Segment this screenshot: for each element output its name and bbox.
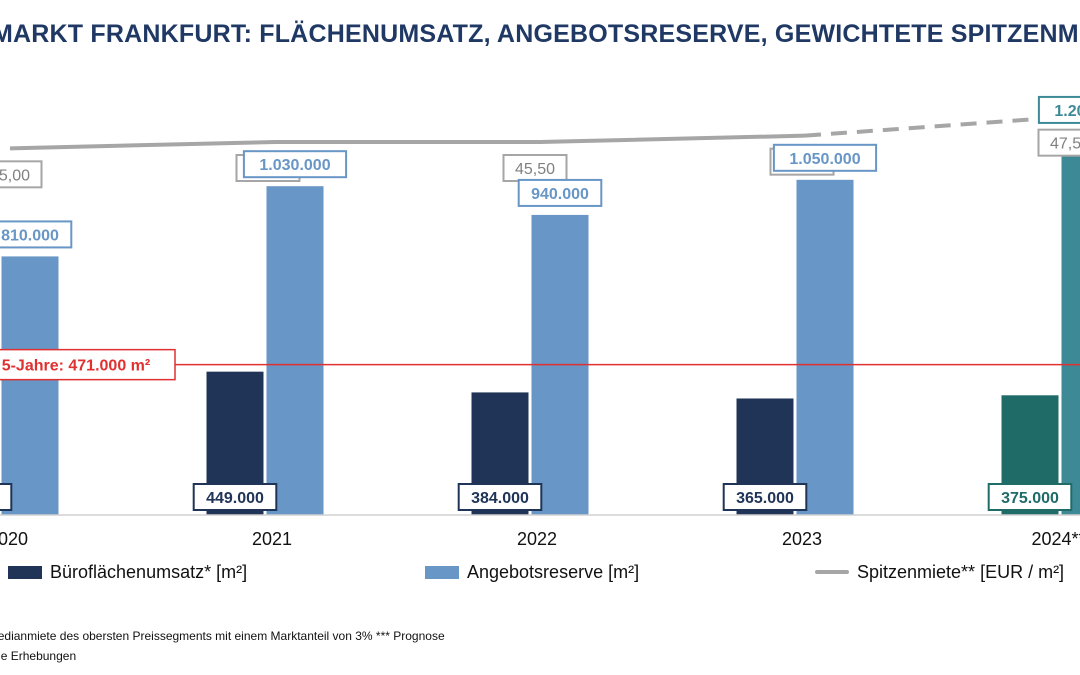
rent-line-solid	[9, 133, 806, 151]
x-tick-2021: 2021	[252, 529, 292, 549]
reserve-label-2021-box	[242, 150, 348, 179]
umsatz-label-2021-box	[192, 483, 278, 511]
bar-angebotsreserve-2023	[796, 179, 854, 516]
reserve-label-2023-box	[772, 143, 878, 172]
rent-label-2024: 47,50	[1050, 136, 1080, 153]
reserve-label-2024-box	[1037, 95, 1080, 124]
umsatz-label-2021: 449.000	[206, 490, 264, 507]
legend-line-spitzenmiete	[815, 570, 849, 574]
reserve-label-2022: 940.000	[531, 186, 589, 203]
umsatz-label-2022-box	[457, 483, 543, 511]
umsatz-label-2023: 365.000	[736, 490, 794, 507]
reference-label: Ø 5-Jahre: 471.000 m²	[0, 358, 150, 375]
footnote-source: Quelle: eigene Erhebungen	[0, 649, 77, 663]
rent-label-2024-box	[1037, 128, 1080, 157]
umsatz-label-2024: 375.000	[1001, 490, 1059, 507]
rent-label-2020: 45,00	[0, 167, 30, 184]
legend-swatch-bueroflaechenumsatz	[8, 565, 42, 579]
bar-angebotsreserve-2024	[1061, 131, 1080, 515]
reserve-label-2020: 810.000	[1, 227, 59, 244]
umsatz-label-2022: 384.000	[471, 490, 529, 507]
legend-item-spitzenmiete: Spitzenmiete** [EUR / m²]	[815, 560, 1064, 584]
reserve-label-2024: 1.200.000	[1054, 103, 1080, 120]
x-tick-2022: 2022	[517, 529, 557, 549]
x-tick-2023: 2023	[782, 529, 822, 549]
reference-label-box	[0, 348, 176, 381]
rent-label-2022: 45,50	[515, 161, 555, 178]
reserve-label-2023: 1.050.000	[789, 151, 860, 168]
umsatz-label-2023-box	[722, 483, 808, 511]
bar-angebotsreserve-2021	[266, 186, 324, 515]
reserve-label-2022-box	[517, 178, 603, 207]
reserve-label-2021: 1.030.000	[259, 157, 330, 174]
footnote-definitions: * inkl. Eigennutzer ** Medianmiete des o…	[0, 629, 445, 643]
reserve-label-2020-box	[0, 220, 73, 249]
legend-item-bueroflaechenumsatz: Büroflächenumsatz* [m²]	[8, 560, 247, 584]
umsatz-label-2024-box	[987, 483, 1073, 511]
rent-label-2020-box	[0, 160, 43, 189]
legend-swatch-angebotsreserve	[425, 565, 459, 579]
bar-angebotsreserve-2020	[1, 256, 59, 515]
legend-label-bueroflaechenumsatz: Büroflächenumsatz* [m²]	[50, 561, 248, 582]
legend-item-angebotsreserve: Angebotsreserve [m²]	[425, 560, 639, 584]
x-tick-2024: 2024***	[1031, 529, 1080, 549]
legend-label-angebotsreserve: Angebotsreserve [m²]	[467, 561, 640, 582]
legend-label-spitzenmiete: Spitzenmiete** [EUR / m²]	[857, 561, 1065, 582]
rent-line-forecast	[804, 114, 1071, 138]
umsatz-label-2020-box	[0, 483, 13, 511]
chart-title: MARKT FRANKFURT: FLÄCHENUMSATZ, ANGEBOTS…	[0, 20, 1080, 48]
